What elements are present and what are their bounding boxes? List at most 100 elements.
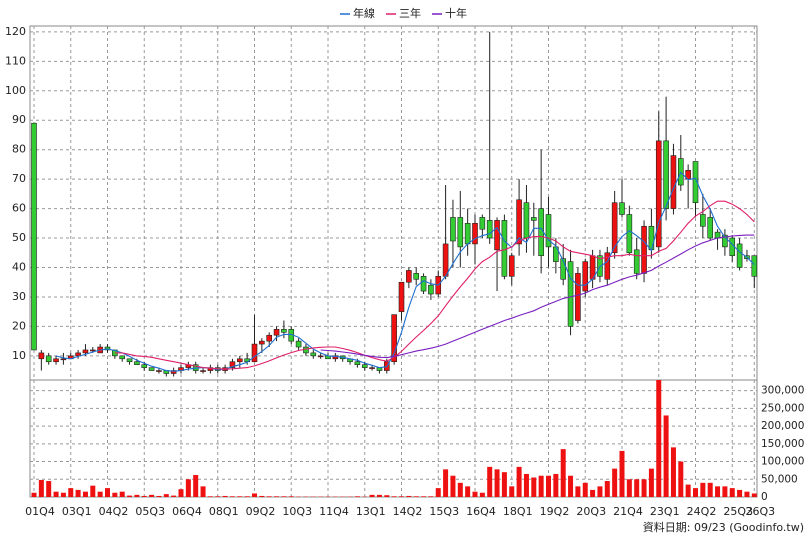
volume-bar [274, 496, 280, 497]
candle-body [560, 258, 567, 280]
y2-tick-label: 200,000 [761, 420, 804, 432]
volume-bar [376, 494, 382, 497]
candle-body [530, 217, 537, 221]
candle-body [134, 361, 140, 365]
candle-body [494, 220, 500, 251]
volume-bar [149, 494, 155, 497]
candle-body [641, 225, 647, 274]
candle-body [707, 217, 714, 239]
volume-bar [413, 496, 419, 497]
volume-bar [531, 477, 537, 497]
y-tick-label: 60 [12, 202, 26, 215]
candle-body [31, 122, 37, 351]
volume-bar [266, 496, 272, 497]
volume-bar [678, 461, 684, 497]
volume-bar [663, 415, 669, 497]
legend-label: 十年 [445, 6, 467, 20]
x-tick-label: 13Q1 [356, 505, 386, 518]
volume-bar [612, 468, 618, 497]
volume-bar [619, 450, 625, 497]
y-tick-label: 40 [12, 260, 26, 273]
volume-bar [479, 492, 485, 497]
candle-body [369, 367, 375, 369]
x-tick-label: 03Q1 [62, 505, 92, 518]
candle-body [413, 273, 420, 280]
y2-tick-label: 50,000 [761, 473, 798, 485]
candle-body [633, 249, 640, 274]
volume-bar [127, 495, 133, 497]
y-tick-label: 120 [5, 25, 26, 38]
volume-bar [185, 479, 191, 497]
x-tick-label: 23Q1 [650, 505, 680, 518]
volume-bar [156, 495, 162, 497]
y-tick-label: 20 [12, 319, 26, 332]
candle-body [611, 202, 618, 254]
x-tick-label: 26Q3 [745, 505, 775, 518]
x-tick-label: 01Q4 [25, 505, 55, 518]
candle-body [391, 314, 397, 363]
ma-line [114, 200, 755, 370]
volume-bar [634, 479, 640, 497]
x-tick-label: 18Q1 [503, 505, 533, 518]
candle-body [170, 370, 177, 374]
y-tick-label: 90 [12, 113, 26, 126]
volume-bar [751, 493, 757, 497]
candle-body [354, 361, 361, 365]
volume-bar [38, 479, 44, 497]
candle-body [361, 364, 368, 368]
volume-bar [207, 496, 213, 497]
candle-body [714, 231, 721, 239]
volume-bar [523, 473, 529, 497]
ma-line [55, 171, 755, 372]
volume-bar [215, 496, 221, 497]
volume-bar [259, 495, 265, 497]
volume-bar [472, 491, 478, 497]
candle-body [516, 199, 522, 245]
volume-bar [685, 484, 691, 497]
volume-bar [450, 475, 456, 497]
candle-body [398, 281, 405, 312]
candle-body [259, 340, 265, 345]
volume-bar [60, 492, 66, 497]
volume-bar [163, 494, 169, 497]
legend-label: 年線 [353, 6, 375, 20]
x-tick-label: 11Q4 [319, 505, 349, 518]
y2-tick-label: 150,000 [761, 438, 804, 450]
volume-bar [693, 488, 698, 497]
y-tick-label: 50 [12, 231, 26, 244]
volume-bar [501, 472, 507, 497]
volume-bar [288, 496, 294, 497]
candle-body [472, 223, 478, 245]
volume-bar [670, 447, 676, 497]
volume-bar [744, 491, 750, 497]
candle-body [670, 155, 677, 209]
volume-bar [597, 486, 603, 497]
volume-bar [626, 479, 632, 497]
y2-tick-label: 100,000 [761, 456, 804, 468]
y-tick-label: 30 [12, 290, 26, 303]
candle-body [141, 364, 148, 368]
candle-body [501, 220, 508, 277]
footer: 資料日期: 09/23 (Goodinfo.tw) [643, 520, 804, 534]
volume-bar [590, 489, 596, 497]
volume-bar [604, 481, 610, 497]
volume-bar [178, 489, 184, 497]
candle-body [126, 358, 133, 363]
candle-body [317, 355, 324, 358]
volume-bar [112, 492, 118, 497]
candle-body [428, 284, 434, 295]
candle-body [648, 225, 655, 251]
y2-tick-label: 300,000 [761, 385, 804, 397]
candle-body [575, 273, 581, 321]
volume-bar [560, 449, 566, 497]
candle-body [619, 202, 625, 215]
volume-bar [648, 468, 654, 497]
candle-body [229, 361, 236, 368]
y-tick-label: 100 [5, 84, 26, 97]
volume-bar [53, 491, 59, 497]
candle-body [119, 355, 125, 360]
volume-bar [546, 475, 551, 497]
volume-bar [715, 486, 721, 497]
x-tick-label: 16Q4 [466, 505, 496, 518]
